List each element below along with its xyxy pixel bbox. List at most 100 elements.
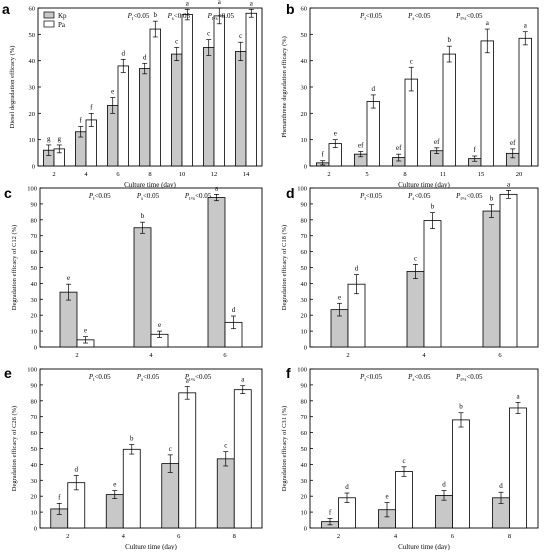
y-tick-label: 90 xyxy=(31,382,38,389)
p-subscript: s xyxy=(412,17,414,22)
significance-letter: d xyxy=(122,49,126,57)
p-subscript: t xyxy=(364,17,366,22)
p-value: <0.05 xyxy=(94,192,111,200)
bar-kp xyxy=(482,210,501,348)
significance-letter: b xyxy=(141,212,145,220)
y-tick-label: 30 xyxy=(301,85,308,92)
y-tick-label: 0 xyxy=(34,526,37,533)
significance-letter: f xyxy=(474,146,477,154)
bar-kp xyxy=(406,271,425,348)
p-subscript: t×s xyxy=(212,17,218,22)
y-tick-label: 100 xyxy=(297,367,307,374)
y-axis-title: Phenanthrene degradation efficacy (%) xyxy=(281,36,288,137)
y-tick-label: 10 xyxy=(301,137,308,144)
significance-letter: b xyxy=(154,11,158,19)
p-value: <0.05 xyxy=(414,192,431,200)
y-tick-label: 0 xyxy=(304,345,307,352)
bar-pa xyxy=(395,471,413,529)
x-tick-label: 2 xyxy=(52,171,55,178)
y-tick-label: 40 xyxy=(301,462,308,469)
p-value: <0.05 xyxy=(195,192,212,200)
y-tick-label: 50 xyxy=(301,32,308,39)
p-subscript: s xyxy=(141,197,143,202)
p-value: <0.05 xyxy=(366,192,383,200)
y-tick-label: 20 xyxy=(29,111,36,118)
significance-letter: a xyxy=(516,392,520,400)
bar-pa xyxy=(181,14,193,167)
bar-pa xyxy=(518,37,532,167)
significance-letter: a xyxy=(218,0,222,6)
p-value: <0.05 xyxy=(414,373,431,381)
significance-letter: d xyxy=(499,482,503,490)
p-value-annotation: Ps<0.05 xyxy=(407,192,431,202)
significance-letter: c xyxy=(224,442,227,450)
bar-pa xyxy=(245,12,257,167)
p-subscript: t×s xyxy=(460,17,466,22)
bar-pa xyxy=(213,15,225,167)
x-tick-label: 6 xyxy=(223,352,227,359)
bar-pa xyxy=(442,53,456,167)
significance-letter: a xyxy=(186,0,190,7)
significance-letter: c xyxy=(175,38,178,46)
x-tick-label: 5 xyxy=(365,171,368,178)
p-symbol: P xyxy=(455,192,461,200)
significance-letter: d xyxy=(75,466,79,474)
p-value-annotation: Pt×s<0.05 xyxy=(455,192,483,202)
p-value-annotation: Ps<0.05 xyxy=(136,192,160,202)
p-value-annotation: Pt×s<0.05 xyxy=(455,12,483,22)
p-value-annotation: Ps<0.05 xyxy=(136,373,160,383)
y-tick-label: 10 xyxy=(29,137,36,144)
significance-letter: c xyxy=(414,254,417,262)
p-subscript: s xyxy=(141,378,143,383)
p-symbol: P xyxy=(136,192,142,200)
y-tick-label: 80 xyxy=(31,398,38,405)
y-tick-label: 30 xyxy=(31,478,38,485)
y-tick-label: 70 xyxy=(301,414,308,421)
p-value-annotation: Pt×s<0.05 xyxy=(207,12,235,22)
significance-letter: d xyxy=(372,85,376,93)
panel-c: c 0 10 20 30 40 50 60 70 80 90 100 Degradation effic… xyxy=(4,184,263,359)
significance-letter: ef xyxy=(434,138,440,146)
y-axis-title: Degradation efficacy of C18 (%) xyxy=(281,225,288,310)
p-value: <0.05 xyxy=(466,12,483,20)
bar-kp xyxy=(171,53,183,167)
y-tick-label: 80 xyxy=(31,217,38,224)
y-tick-label: 0 xyxy=(32,164,35,171)
significance-letter: a xyxy=(250,0,254,7)
y-tick-label: 60 xyxy=(301,430,308,437)
p-value-annotation: Pt<0.05 xyxy=(359,12,382,22)
p-symbol: P xyxy=(136,373,142,381)
significance-letter: d xyxy=(345,483,349,491)
p-value-annotation: Pt<0.05 xyxy=(88,192,111,202)
y-tick-label: 50 xyxy=(31,446,38,453)
y-tick-label: 80 xyxy=(301,217,308,224)
significance-letter: b xyxy=(490,195,494,203)
significance-letter: e xyxy=(113,481,116,489)
p-value-annotation: Pt<0.05 xyxy=(127,12,150,22)
x-tick-label: 10 xyxy=(179,171,186,178)
bar-pa xyxy=(452,419,470,529)
significance-letter: a xyxy=(524,22,528,30)
bar-pa xyxy=(366,101,380,167)
p-symbol: P xyxy=(407,192,413,200)
bar-pa xyxy=(423,220,442,348)
significance-letter: d xyxy=(355,265,359,273)
y-tick-label: 90 xyxy=(301,382,308,389)
bar-pa xyxy=(149,28,161,167)
x-axis-title: Culture time (day) xyxy=(124,181,176,189)
y-tick-label: 50 xyxy=(29,32,36,39)
significance-letter: a xyxy=(186,376,190,384)
significance-letter: c xyxy=(402,457,405,465)
significance-letter: e xyxy=(84,327,87,335)
significance-letter: b xyxy=(448,36,452,44)
bar-kp xyxy=(203,47,215,167)
bar-kp xyxy=(139,68,151,167)
x-tick-label: 11 xyxy=(440,171,446,178)
y-axis-title: Degradation efficacy of C31 (%) xyxy=(281,406,288,491)
p-subscript: t×s xyxy=(460,378,466,383)
p-value-annotation: Pt×s<0.05 xyxy=(184,192,212,202)
x-tick-label: 6 xyxy=(177,533,181,540)
